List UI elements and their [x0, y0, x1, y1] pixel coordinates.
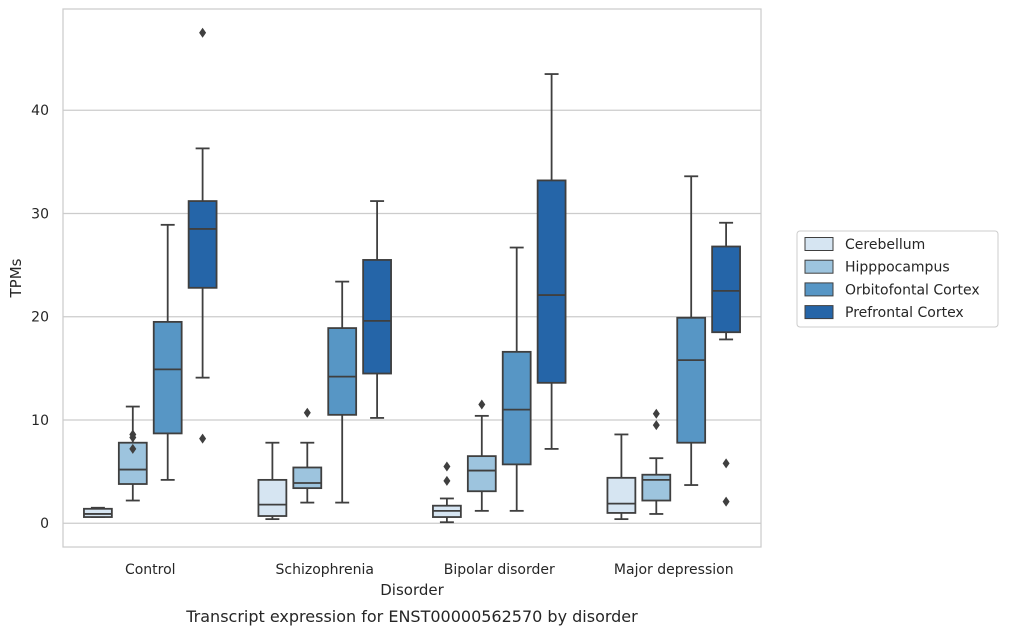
- legend-items: Cerebellum Hipppocampus Orbitofontal Corte…: [804, 237, 980, 321]
- box-plot: [711, 221, 741, 507]
- box-plot: [83, 506, 113, 518]
- x-tick-label: Control: [125, 562, 176, 578]
- box-plot: [606, 433, 637, 521]
- box-layer: [83, 27, 741, 524]
- x-tick-label: Schizophrenia: [276, 562, 374, 578]
- y-tick-label: 30: [31, 206, 49, 222]
- y-axis-label: TPMs: [7, 258, 25, 298]
- tick-layer: 0 10 20 30 40 Control Schizophrenia Bipolar dis…: [31, 103, 733, 578]
- outlier-point: [443, 461, 451, 472]
- outlier-point: [652, 408, 660, 419]
- outlier-point: [199, 433, 207, 444]
- outlier-point: [129, 429, 137, 440]
- box-plot: [432, 461, 462, 524]
- legend-label: Cerebellum: [845, 237, 925, 253]
- box-plot: [117, 405, 148, 502]
- box-iqr: [606, 476, 637, 514]
- box-plot: [501, 246, 532, 512]
- outlier-point: [722, 458, 730, 469]
- y-tick-label: 10: [31, 413, 49, 429]
- box-iqr: [501, 350, 532, 466]
- y-tick-label: 40: [31, 103, 49, 119]
- box-iqr: [711, 245, 741, 334]
- box-plot: [641, 408, 672, 515]
- box-iqr: [292, 466, 323, 490]
- box-plot: [257, 441, 288, 521]
- outlier-point: [303, 407, 311, 418]
- box-iqr: [327, 327, 358, 416]
- box-iqr: [466, 455, 497, 493]
- legend-swatch: [804, 259, 834, 274]
- box-plot: [466, 399, 497, 512]
- plot-frame: [62, 8, 762, 548]
- box-plot: [152, 223, 183, 481]
- x-tick-label: Bipolar disorder: [444, 562, 555, 578]
- box-iqr: [362, 259, 392, 375]
- outlier-point: [129, 443, 137, 454]
- x-axis-label: Disorder: [380, 581, 444, 599]
- box-iqr: [152, 320, 183, 435]
- legend-swatch: [804, 282, 834, 297]
- box-plot: [292, 407, 323, 504]
- box-iqr: [257, 478, 288, 517]
- box-plot: [187, 27, 218, 444]
- outlier-point: [478, 399, 486, 410]
- box-plot: [327, 280, 358, 504]
- x-tick-label: Major depression: [614, 562, 734, 578]
- legend-swatch: [804, 305, 834, 320]
- legend-label: Orbitofontal Cortex: [845, 282, 980, 298]
- box-plot: [536, 73, 567, 450]
- box-iqr: [187, 200, 218, 289]
- outlier-point: [722, 496, 730, 507]
- legend-swatch: [804, 237, 834, 251]
- box-plot: [362, 200, 392, 419]
- box-iqr: [83, 507, 113, 518]
- box-iqr: [641, 473, 672, 502]
- box-iqr: [536, 179, 567, 384]
- box-iqr: [676, 316, 707, 444]
- outlier-point: [652, 420, 660, 431]
- legend: Cerebellum Hipppocampus Orbitofontal Corte…: [796, 230, 999, 328]
- chart-caption: Transcript expression for ENST0000056257…: [185, 607, 638, 626]
- box-plot: [676, 175, 707, 486]
- y-tick-label: 0: [40, 516, 49, 532]
- legend-frame: [796, 230, 999, 328]
- y-tick-label: 20: [31, 310, 49, 326]
- outlier-point: [199, 27, 207, 38]
- legend-label: Prefrontal Cortex: [845, 305, 964, 321]
- legend-label: Hipppocampus: [845, 260, 950, 276]
- outlier-point: [443, 475, 451, 486]
